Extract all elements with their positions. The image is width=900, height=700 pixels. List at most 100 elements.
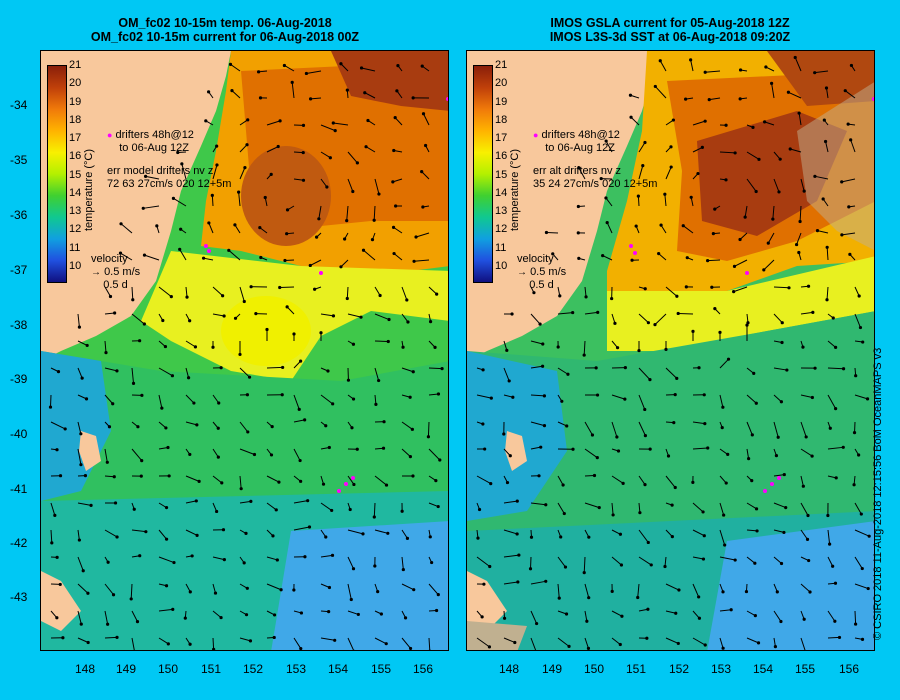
current-arrow-head [784, 505, 788, 510]
current-arrow-head [56, 370, 61, 374]
current-arrow-head [355, 161, 359, 165]
current-arrow-head [386, 531, 390, 535]
current-arrow [637, 583, 640, 598]
current-arrow-head [643, 287, 647, 291]
current-arrow [557, 583, 560, 599]
current-arrow-head [675, 376, 679, 380]
current-arrow-head [643, 482, 647, 487]
current-arrow-head [811, 310, 815, 314]
current-arrow-head [764, 65, 768, 69]
lat-label: -40 [10, 427, 28, 441]
current-arrow [800, 637, 806, 650]
current-arrow-head [271, 534, 275, 538]
current-arrow-head [115, 635, 119, 639]
current-arrow-head [434, 478, 438, 483]
current-arrow [557, 556, 566, 568]
current-arrow-head [823, 139, 828, 144]
current-arrow-head [539, 445, 543, 449]
current-arrow [346, 286, 349, 299]
current-arrow [665, 367, 678, 379]
current-arrow-head [321, 482, 326, 486]
current-arrow [503, 637, 515, 643]
current-arrow-head [245, 143, 249, 147]
current-arrow-head [331, 402, 335, 406]
current-arrow [692, 421, 705, 425]
current-arrow-head [798, 219, 802, 224]
current-arrow [77, 583, 89, 594]
current-arrow [798, 113, 802, 126]
current-arrow [291, 82, 295, 99]
current-arrow-head [197, 479, 201, 483]
current-arrow [773, 474, 785, 477]
current-arrow-head [106, 622, 110, 626]
current-arrow-head [339, 265, 343, 269]
current-arrow [77, 367, 83, 379]
current-arrow [401, 286, 408, 301]
current-arrow [428, 502, 439, 508]
current-arrow [746, 502, 757, 510]
current-arrow [584, 502, 600, 509]
current-arrow-head [561, 483, 565, 487]
current-arrow [546, 231, 559, 234]
current-arrow-head [171, 196, 176, 200]
lat-label: -39 [10, 372, 28, 386]
current-arrow [158, 394, 163, 409]
current-arrow [306, 70, 322, 74]
current-arrow-head [745, 323, 749, 327]
current-arrow-head [405, 298, 409, 302]
current-arrow [719, 556, 736, 561]
current-arrow-head [782, 472, 786, 477]
current-arrow-head [180, 162, 184, 166]
current-arrow-head [403, 616, 408, 620]
current-arrow [423, 113, 430, 126]
current-arrow [428, 637, 431, 650]
current-arrow [373, 205, 376, 221]
current-arrow-head [411, 474, 415, 478]
current-arrow-head [738, 97, 742, 101]
colorbar-tick: 21 [495, 59, 508, 71]
current-arrow [230, 63, 241, 72]
current-arrow-head [720, 426, 724, 430]
current-arrow-head [834, 476, 838, 480]
current-arrow-head [793, 55, 797, 60]
current-arrow-head [859, 512, 863, 516]
current-arrow-head [703, 70, 707, 74]
current-arrow [320, 637, 335, 641]
current-arrow [50, 421, 66, 430]
current-arrow-head [176, 150, 180, 155]
current-arrow-head [757, 157, 761, 161]
current-vectors [476, 55, 871, 650]
current-arrow-head [139, 474, 143, 478]
legend-drifters-line1: drifters 48h@12 [541, 129, 620, 141]
current-arrow-head [834, 345, 838, 349]
current-arrow-head [216, 426, 220, 430]
current-arrow-head [566, 372, 570, 376]
current-arrow-head [733, 151, 737, 155]
current-arrow-head [401, 567, 405, 572]
current-arrow [692, 610, 700, 619]
colorbar-tick: 20 [495, 77, 508, 89]
current-arrow-head [412, 588, 416, 592]
current-arrow [584, 583, 590, 598]
current-arrow [158, 608, 173, 612]
current-arrow-head [618, 642, 622, 647]
lon-label: 153 [710, 662, 732, 676]
current-arrow [347, 637, 355, 650]
current-arrow [476, 637, 490, 648]
right-map-panel: 21 20 19 18 17 16 15 14 13 12 11 10 temp… [466, 50, 875, 651]
current-arrow-head [750, 433, 754, 437]
current-arrow [212, 286, 223, 297]
current-arrow-head [515, 499, 519, 503]
current-arrow-head [637, 348, 641, 353]
current-arrow [131, 448, 143, 461]
current-arrow [692, 120, 706, 126]
current-arrow-head [726, 357, 731, 361]
current-arrow-head [556, 345, 560, 349]
current-arrow-head [307, 525, 312, 529]
current-arrow-head [857, 453, 861, 457]
current-arrow [374, 313, 390, 320]
current-arrow-head [215, 509, 219, 514]
current-arrow [239, 421, 249, 433]
current-arrow-head [599, 176, 603, 181]
current-arrow-head [733, 558, 737, 562]
